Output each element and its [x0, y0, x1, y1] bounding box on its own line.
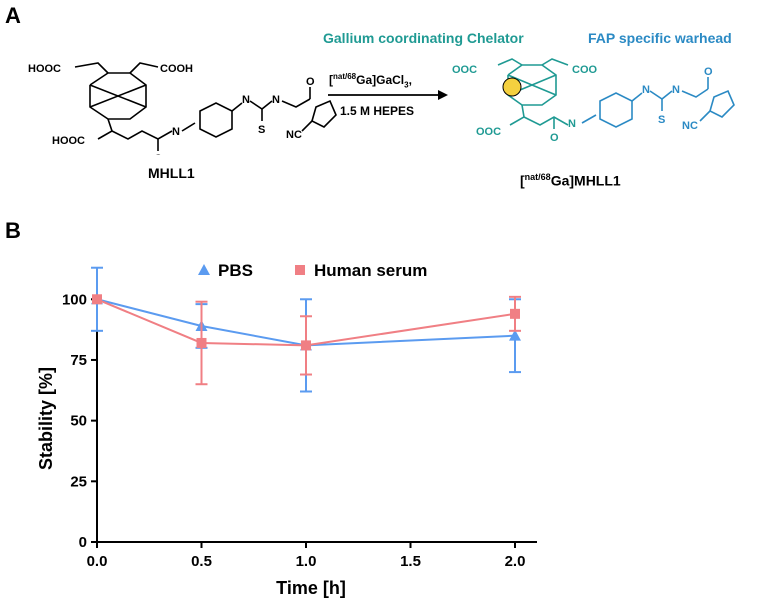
product-thiourea-n1-text: N — [642, 84, 650, 96]
cooh-top-text: COOH — [160, 63, 193, 75]
reagent-line-2: 1.5 M HEPES — [340, 104, 415, 118]
data-point-square — [510, 308, 520, 319]
product-sulfur-text: S — [658, 114, 665, 126]
legend-label: PBS — [218, 261, 253, 280]
x-tick-label: 1.0 — [296, 553, 317, 570]
product-amide-oxygen-text: O — [550, 132, 559, 144]
data-point-triangle — [509, 329, 521, 341]
product-name: [nat/68Ga]MHLL1 — [520, 172, 621, 189]
reagent-line-1: [nat/68Ga]GaCl3, — [329, 72, 412, 90]
y-tick-label: 25 — [70, 473, 87, 490]
reactant-name: MHLL1 — [148, 165, 195, 181]
thiourea-n1-text: N — [242, 94, 250, 106]
x-tick-label: 0.0 — [87, 553, 108, 570]
data-point-square — [301, 340, 311, 351]
product-oxygen-text: O — [704, 66, 713, 78]
nh-text: N — [172, 126, 180, 138]
thiourea-n2-text: N — [272, 94, 280, 106]
legend-marker-triangle — [198, 264, 210, 275]
hooc-bottom-text: HOOC — [52, 135, 85, 147]
y-tick-label: 0 — [79, 534, 87, 551]
stability-chart: 0 25 50 75 100 0.0 0.5 1.0 1.5 2.0 Time [h] Stabili… — [36, 261, 537, 598]
nitrile-text: NC — [286, 129, 302, 141]
oxygen-text: O — [306, 76, 315, 88]
x-tick-label: 2.0 — [505, 553, 526, 570]
product-nitrile-text: NC — [682, 120, 698, 132]
y-axis-title: Stability [%] — [36, 367, 56, 470]
product-thiourea-n2-text: N — [672, 84, 680, 96]
series-line-1 — [96, 298, 516, 347]
warhead-heading: FAP specific warhead — [588, 30, 732, 46]
legend-label: Human serum — [314, 261, 427, 280]
sulfur-text: S — [258, 124, 265, 136]
series-line-0 — [96, 298, 516, 347]
ooc-bottom-text: OOC — [476, 126, 501, 138]
panel-a-label: A — [5, 3, 21, 28]
mhll1-structure: HOOC COOH HOOC N N N S O NC O — [28, 62, 337, 155]
x-tick-label: 0.5 — [191, 553, 212, 570]
data-point-square — [92, 294, 102, 305]
x-tick-label: 1.5 — [400, 553, 421, 570]
product-nh-text: N — [568, 118, 576, 130]
coo-right-text: COO — [572, 64, 598, 76]
y-tick-label: 100 — [62, 291, 87, 308]
legend-marker-square — [295, 265, 305, 275]
product-structure: OOC COO OOC N N N S O NC O — [452, 58, 735, 144]
x-axis-title: Time [h] — [276, 578, 346, 598]
y-tick-label: 75 — [70, 352, 87, 369]
reaction-arrow — [328, 90, 448, 100]
chelator-heading: Gallium coordinating Chelator — [323, 30, 524, 46]
ooc-left-text: OOC — [452, 64, 477, 76]
amide-oxygen-text: O — [154, 153, 163, 155]
radioactive-icon — [502, 77, 522, 97]
panel-b-label: B — [5, 218, 21, 243]
y-tick-label: 50 — [70, 413, 87, 430]
hooc-top-text: HOOC — [28, 63, 61, 75]
data-point-square — [196, 337, 207, 348]
